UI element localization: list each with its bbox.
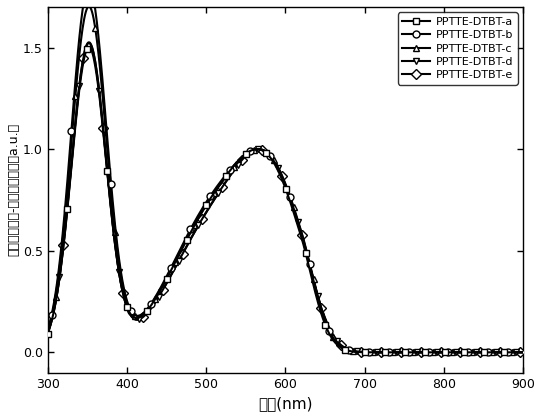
PPTTE-DTBT-e [325,324,332,329]
PPTTE-DTBT-b [363,350,369,355]
PPTTE-DTBT-b [44,327,51,332]
PPTTE-DTBT-a [363,350,369,355]
X-axis label: 波长(nm): 波长(nm) [258,396,313,411]
Line: PPTTE-DTBT-b: PPTTE-DTBT-b [44,0,527,356]
PPTTE-DTBT-a [44,331,51,336]
PPTTE-DTBT-c [363,349,369,354]
PPTTE-DTBT-d [260,148,267,153]
PPTTE-DTBT-e [403,350,410,355]
PPTTE-DTBT-c [325,326,332,331]
PPTTE-DTBT-d [363,349,369,354]
PPTTE-DTBT-a [86,45,92,50]
PPTTE-DTBT-e [130,315,136,320]
PPTTE-DTBT-e [167,273,174,278]
PPTTE-DTBT-c [403,350,410,355]
PPTTE-DTBT-c [167,268,174,273]
Line: PPTTE-DTBT-c: PPTTE-DTBT-c [44,3,527,356]
PPTTE-DTBT-e [363,349,369,354]
PPTTE-DTBT-c [520,350,526,355]
Line: PPTTE-DTBT-a: PPTTE-DTBT-a [44,44,527,356]
PPTTE-DTBT-c [44,329,51,334]
PPTTE-DTBT-c [260,148,267,153]
PPTTE-DTBT-a [403,350,410,355]
PPTTE-DTBT-e [86,40,92,45]
PPTTE-DTBT-d [325,325,332,330]
PPTTE-DTBT-c [86,4,92,9]
PPTTE-DTBT-d [44,331,51,336]
PPTTE-DTBT-d [167,273,174,278]
PPTTE-DTBT-b [325,327,332,332]
PPTTE-DTBT-b [167,266,174,271]
PPTTE-DTBT-a [130,314,136,319]
PPTTE-DTBT-e [260,148,267,153]
PPTTE-DTBT-a [520,350,526,355]
Legend: PPTTE-DTBT-a, PPTTE-DTBT-b, PPTTE-DTBT-c, PPTTE-DTBT-d, PPTTE-DTBT-e: PPTTE-DTBT-a, PPTTE-DTBT-b, PPTTE-DTBT-c… [398,13,518,85]
Line: PPTTE-DTBT-e: PPTTE-DTBT-e [44,39,527,356]
PPTTE-DTBT-a [167,269,174,274]
PPTTE-DTBT-b [520,350,526,355]
PPTTE-DTBT-a [325,330,332,335]
PPTTE-DTBT-d [403,350,410,355]
PPTTE-DTBT-c [130,312,136,317]
PPTTE-DTBT-e [44,331,51,336]
PPTTE-DTBT-b [260,148,267,153]
PPTTE-DTBT-e [520,350,526,355]
Line: PPTTE-DTBT-d: PPTTE-DTBT-d [44,39,527,356]
PPTTE-DTBT-b [403,350,410,355]
PPTTE-DTBT-b [130,311,136,316]
PPTTE-DTBT-a [260,148,267,153]
PPTTE-DTBT-d [130,315,136,320]
PPTTE-DTBT-d [520,350,526,355]
PPTTE-DTBT-d [86,41,92,46]
Y-axis label: 归一化的紫外-可见吸收强度（a.u.）: 归一化的紫外-可见吸收强度（a.u.） [7,123,20,256]
